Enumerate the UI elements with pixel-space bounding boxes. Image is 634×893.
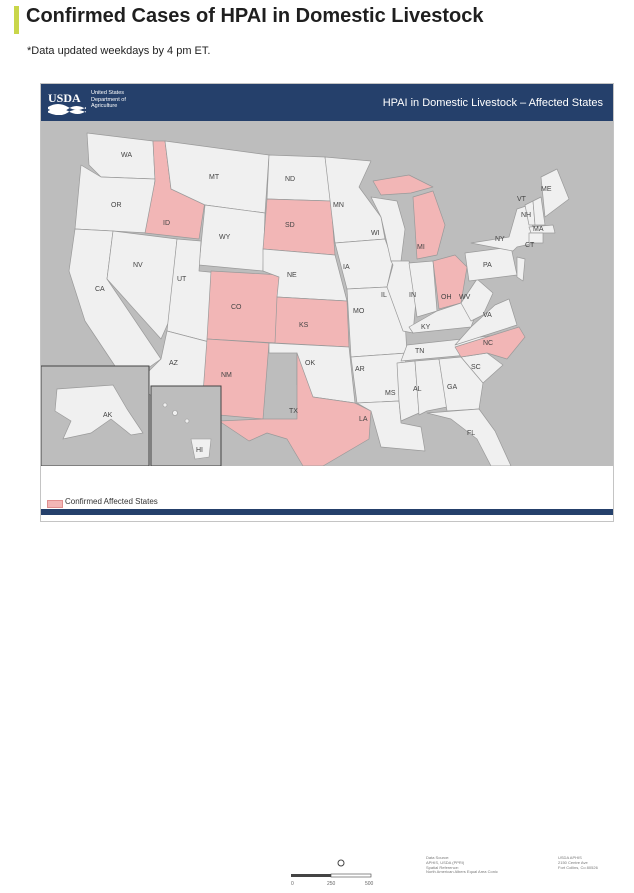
scale-tick: 0 [291,881,294,887]
state-label: VT [517,196,527,203]
state-label: MI [417,244,425,251]
state-SD [263,199,335,255]
state-label: NY [495,236,505,243]
state-label: OR [111,202,122,209]
state-label: CT [525,242,535,249]
state-label: AR [355,366,365,373]
legend-label: Confirmed Affected States [65,497,158,506]
state-label: MS [385,390,396,397]
state-label: WV [459,294,471,301]
state-label: MT [209,174,220,181]
state-label: NV [133,262,143,269]
hawaii-island [185,419,189,423]
map-footer: 0 250 500 Data Source: APHIS, USDA (PPRI… [41,466,613,515]
state-label: TN [415,348,424,355]
scale-bar-segment [331,874,371,877]
state-label: OK [305,360,315,367]
state-NJ [517,257,525,281]
state-label: IA [343,264,350,271]
us-states-map: WA OR CA ID NV MT WY UT AZ CO NM ND SD N… [41,121,613,466]
scale-bar: 0 250 500 [291,858,391,888]
state-label: CA [95,286,105,293]
state-label: HI [196,447,203,454]
usda-logo-text: USDA [48,91,81,105]
source-line: North American Albers Equal Area Conic [426,870,546,875]
state-label: CO [231,304,242,311]
state-CO [207,271,281,343]
map-figure: USDA United States Department of Agricul… [40,83,614,522]
state-label: IN [409,292,416,299]
state-label: TX [289,408,298,415]
north-arrow-icon [338,860,344,866]
hawaii-island [163,403,167,407]
state-ND [267,155,331,201]
state-label: PA [483,262,492,269]
map-title: HPAI in Domestic Livestock – Affected St… [383,97,603,109]
state-label: AK [103,412,113,419]
state-label: GA [447,384,457,391]
scale-bar-segment [291,874,331,877]
scale-bar-graphic: 0 250 500 [291,858,391,888]
page-title: Confirmed Cases of HPAI in Domestic Live… [26,5,484,28]
state-label: SD [285,222,295,229]
scale-tick: 500 [365,881,374,887]
contact-note: USDA APHIS 2150 Centre Ave Fort Collins,… [558,856,598,870]
state-label: WI [371,230,380,237]
footer-band [41,509,613,515]
state-KS [275,297,349,347]
state-label: WY [219,234,231,241]
map-header: USDA United States Department of Agricul… [41,84,613,121]
state-label: ND [285,176,295,183]
state-WY [199,205,265,271]
state-label: ME [541,186,552,193]
us-map: WA OR CA ID NV MT WY UT AZ CO NM ND SD N… [41,121,613,466]
contact-line: Fort Collins, Co 80526 [558,866,598,871]
title-accent-bar [14,6,19,34]
scale-tick: 250 [327,881,336,887]
state-label: KS [299,322,309,329]
state-ME [541,169,569,217]
state-label: AL [413,386,422,393]
state-label: LA [359,416,368,423]
state-label: UT [177,276,187,283]
state-label: MA [533,226,544,233]
agency-line: Agriculture [91,103,126,110]
state-label: IL [381,292,387,299]
state-label: MN [333,202,344,209]
state-label: KY [421,324,431,331]
state-FL [427,409,511,466]
usda-logo-icon: USDA [47,89,87,115]
state-label: FL [467,430,475,437]
state-label: AZ [169,360,179,367]
agency-name: United States Department of Agriculture [91,90,126,110]
agency-line: United States [91,90,126,97]
state-label: OH [441,294,452,301]
state-label: NH [521,212,531,219]
data-source-note: Data Source: APHIS, USDA (PPRI) Spatial … [426,856,546,875]
state-label: NM [221,372,232,379]
state-label: MO [353,308,365,315]
state-label: ID [163,220,170,227]
hawaii-inset [151,386,221,466]
state-label: NE [287,272,297,279]
state-label: VA [483,312,492,319]
state-label: SC [471,364,481,371]
state-label: WA [121,152,132,159]
update-note: *Data updated weekdays by 4 pm ET. [27,45,210,57]
state-label: NC [483,340,493,347]
legend-swatch [47,500,63,508]
hawaii-island [173,411,178,416]
